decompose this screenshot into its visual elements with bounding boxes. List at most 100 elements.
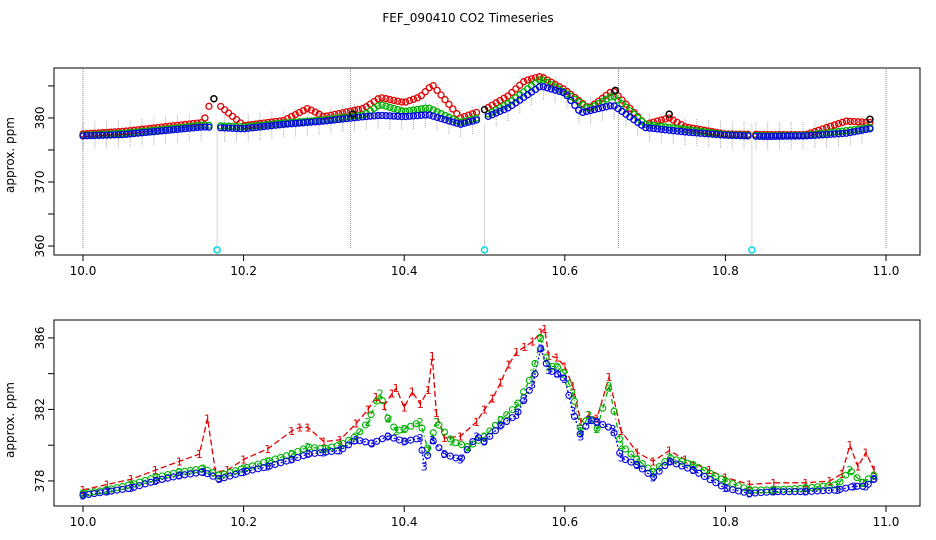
top-panel-point <box>799 132 807 140</box>
bottom-panel-point <box>469 437 477 446</box>
bottom-panel-marker: 3 <box>200 466 207 479</box>
top-panel-point <box>744 132 752 140</box>
top-panel-point <box>661 115 669 123</box>
bottom-panel-marker: 2 <box>846 464 853 477</box>
bottom-panel-point <box>864 480 872 488</box>
top-panel-point <box>287 120 296 128</box>
top-panel-high-point <box>210 94 218 103</box>
bottom-panel-point <box>689 466 697 474</box>
top-panel-point <box>547 85 555 93</box>
top-panel-point <box>244 124 252 132</box>
bottom-panel-point <box>582 422 590 430</box>
bottom-panel-marker: 1 <box>605 371 612 384</box>
top-panel-point <box>535 83 544 91</box>
top-panel-high-point <box>349 110 357 118</box>
bottom-panel-point <box>616 449 624 457</box>
top-panel-point <box>228 112 237 121</box>
top-panel-point <box>181 125 189 133</box>
bottom-panel-marker: 1 <box>529 335 536 348</box>
top-panel-point <box>276 121 284 129</box>
bottom-panel-y-tick-label: 382 <box>33 398 47 421</box>
bottom-panel-marker: 3 <box>537 343 544 356</box>
bottom-panel-point <box>650 473 658 481</box>
bottom-panel-marker: 1 <box>320 436 327 449</box>
top-panel-point <box>331 116 339 124</box>
bottom-panel-marker: 2 <box>593 423 600 436</box>
top-panel-point <box>449 115 457 123</box>
top-panel-point <box>464 111 473 119</box>
bottom-panel-marker: 1 <box>561 361 568 374</box>
top-panel-point <box>468 117 477 125</box>
bottom-panel-point <box>616 435 624 443</box>
bottom-panel-marker: 3 <box>152 475 159 488</box>
top-panel-point <box>523 76 532 84</box>
bottom-panel-marker: 2 <box>104 484 111 497</box>
bottom-panel-marker: 1 <box>296 421 303 434</box>
top-panel-point <box>472 116 481 124</box>
top-panel-point <box>299 106 307 115</box>
top-panel-point <box>701 129 709 138</box>
bottom-panel-marker: 2 <box>561 368 568 381</box>
bottom-panel-marker: 2 <box>497 414 504 427</box>
bottom-panel-marker: 1 <box>152 464 159 477</box>
top-panel-point <box>579 108 587 117</box>
bottom-panel-marker: 1 <box>381 400 388 413</box>
top-panel-point <box>543 84 551 92</box>
bottom-panel-point <box>717 482 725 490</box>
top-panel-point <box>590 105 599 114</box>
bottom-panel-point <box>599 420 607 429</box>
top-panel-point <box>606 102 614 110</box>
bottom-panel-marker: 3 <box>385 430 392 443</box>
bottom-panel-point <box>401 425 409 433</box>
top-panel-point <box>736 132 744 140</box>
top-panel-point <box>665 126 673 134</box>
top-panel-point <box>685 128 693 136</box>
top-panel-point <box>441 96 449 104</box>
bottom-panel-marker: 1 <box>826 475 833 488</box>
bottom-panel-marker: 1 <box>104 479 111 492</box>
bottom-panel-marker: 3 <box>690 464 697 477</box>
top-panel-point <box>669 116 677 124</box>
top-panel-point <box>201 123 209 131</box>
top-panel-point <box>201 114 209 122</box>
top-panel-point <box>763 132 772 141</box>
bottom-panel-point <box>689 461 697 469</box>
top-panel-point <box>433 113 441 122</box>
top-panel-point <box>240 125 248 133</box>
bottom-panel-marker: 1 <box>240 454 247 467</box>
top-panel-point <box>767 132 776 141</box>
bottom-panel-point <box>378 435 386 443</box>
bottom-panel-marker: 2 <box>553 361 560 374</box>
top-panel-point <box>405 97 414 105</box>
top-panel-point <box>704 130 713 138</box>
top-panel-point <box>114 131 123 139</box>
bottom-panel-marker: 1 <box>196 448 203 461</box>
top-panel: approx. ppm 10.0 10.2 10.4 10.6 10.8 11.0 360 3… <box>3 67 921 278</box>
bottom-panel-point <box>361 421 370 429</box>
top-panel-point <box>535 73 544 81</box>
top-panel-y-tick-label: 370 <box>33 171 47 194</box>
top-panel-point <box>496 107 504 115</box>
bottom-panel-marker: 2 <box>417 416 424 429</box>
top-panel-point <box>464 118 473 126</box>
top-panel-point <box>394 106 402 114</box>
bottom-panel-marker: 1 <box>634 446 641 459</box>
bottom-panel-point <box>412 420 420 428</box>
top-panel-point <box>826 122 835 130</box>
top-panel-point <box>401 98 410 106</box>
bottom-panel-x-tick-label: 10.8 <box>712 515 739 529</box>
bottom-panel-marker: 1 <box>846 439 853 452</box>
top-panel-point <box>461 112 469 121</box>
top-panel-point <box>358 113 367 121</box>
bottom-panel-point <box>514 408 522 416</box>
top-panel-point <box>91 131 99 140</box>
bottom-panel-marker: 1 <box>457 430 464 443</box>
bottom-panel-marker: 3 <box>441 448 448 461</box>
top-panel-point <box>350 114 359 122</box>
top-panel-point <box>756 132 764 140</box>
top-panel-point <box>405 112 414 120</box>
top-panel-point <box>610 88 618 96</box>
bottom-panel-point <box>565 391 573 399</box>
bottom-panel-marker: 1 <box>666 445 673 458</box>
top-panel-point <box>421 88 429 96</box>
